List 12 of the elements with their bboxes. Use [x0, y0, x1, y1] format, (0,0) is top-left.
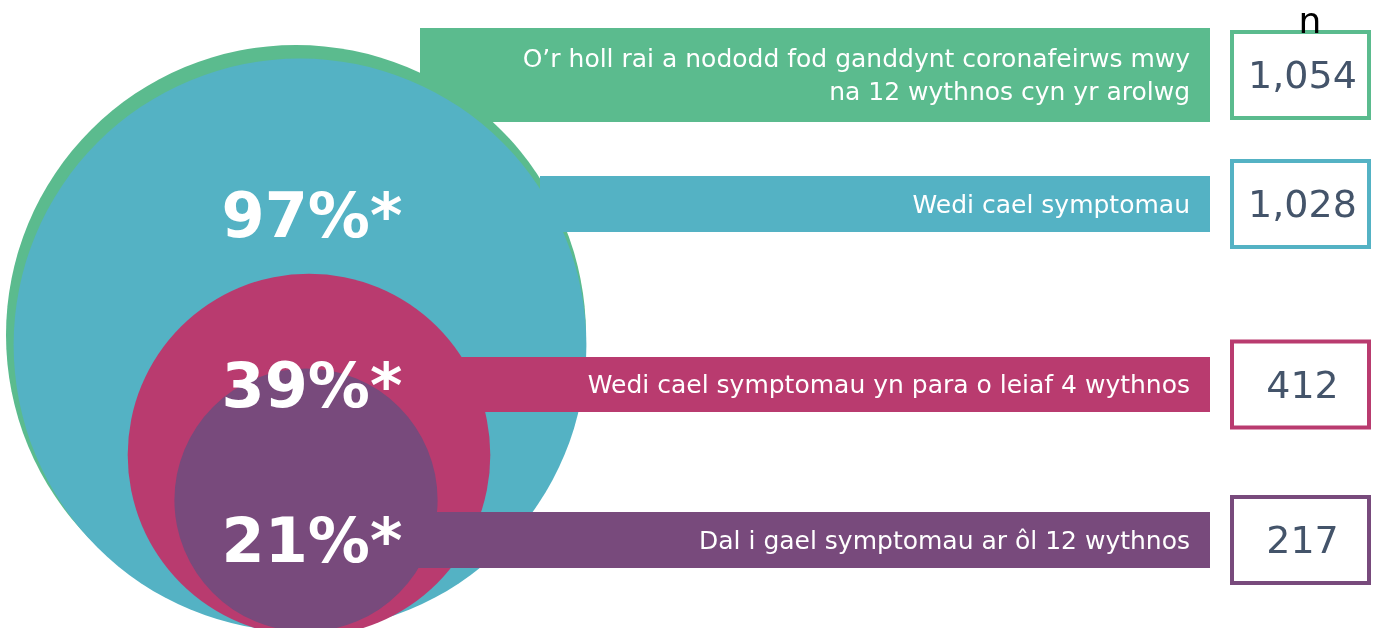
- category-label: Dal i gael symptomau ar ôl 12 wythnos: [699, 525, 1190, 555]
- text: 21%*: [221, 503, 403, 577]
- data-label: 1,028: [1248, 182, 1357, 226]
- category-label: Wedi cael symptomau: [912, 189, 1190, 219]
- text: 97%*: [221, 178, 403, 252]
- legend-title: n: [1298, 0, 1322, 41]
- category-label: Wedi cael symptomau yn para o leiaf 4 wythnos: [587, 370, 1190, 399]
- category-label: O’r holl rai a nododd fod ganddynt coronafeirws mwy na 12 wythnos cyn yr arolwg: [522, 44, 1191, 106]
- data-label: 217: [1266, 518, 1339, 562]
- text: 39%*: [221, 348, 403, 422]
- data-label: 412: [1266, 362, 1339, 407]
- data-label: 1,054: [1248, 53, 1357, 97]
